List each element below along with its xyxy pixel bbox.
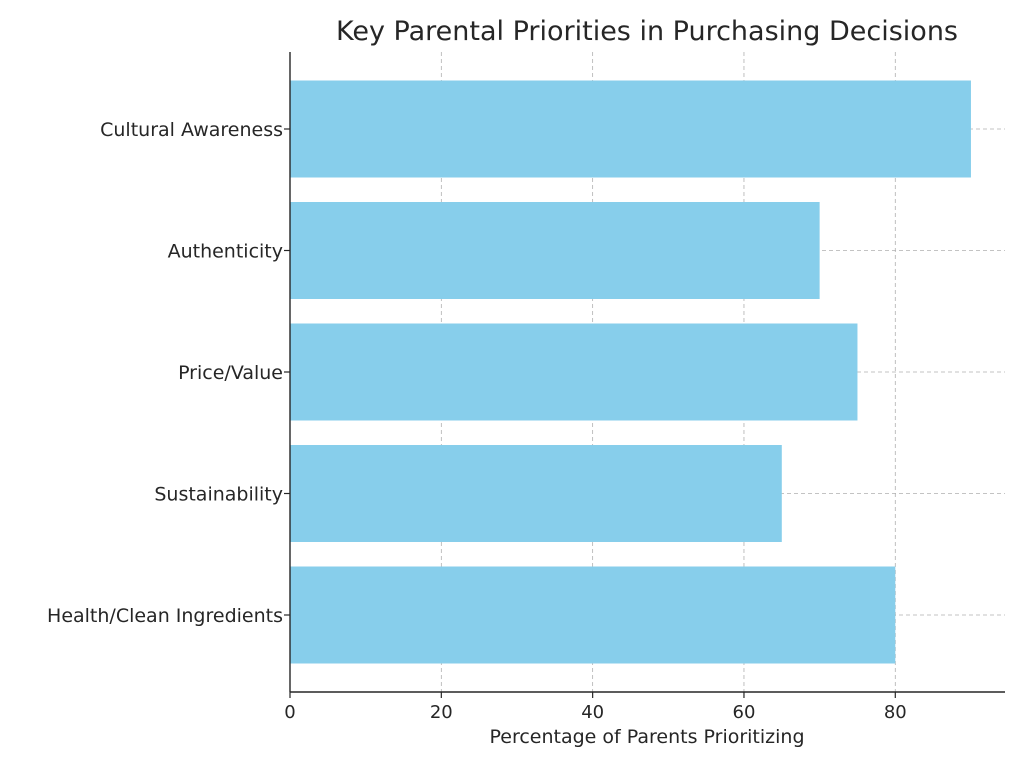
bar-layer xyxy=(290,80,971,664)
y-tick-label: Health/Clean Ingredients xyxy=(47,605,283,627)
bar xyxy=(290,80,971,178)
axis-layer: 0 20 40 60 80 Health/Clean Ingredients Sustain… xyxy=(47,52,1005,723)
y-tick-label: Sustainability xyxy=(154,484,283,506)
bar xyxy=(290,566,896,664)
x-tick-label: 20 xyxy=(430,702,453,723)
y-tick-label: Cultural Awareness xyxy=(100,119,283,141)
y-tick-label: Price/Value xyxy=(178,362,283,384)
x-tick-label: 60 xyxy=(733,702,756,723)
bar xyxy=(290,445,782,542)
bar xyxy=(290,323,858,421)
y-tick-label: Authenticity xyxy=(168,241,283,263)
x-tick-label: 0 xyxy=(284,702,295,723)
x-tick-label: 80 xyxy=(884,702,907,723)
x-tick-label: 40 xyxy=(581,702,604,723)
bar xyxy=(290,202,820,299)
x-axis-label: Percentage of Parents Prioritizing xyxy=(489,726,804,748)
chart-title: Key Parental Priorities in Purchasing De… xyxy=(336,16,958,47)
